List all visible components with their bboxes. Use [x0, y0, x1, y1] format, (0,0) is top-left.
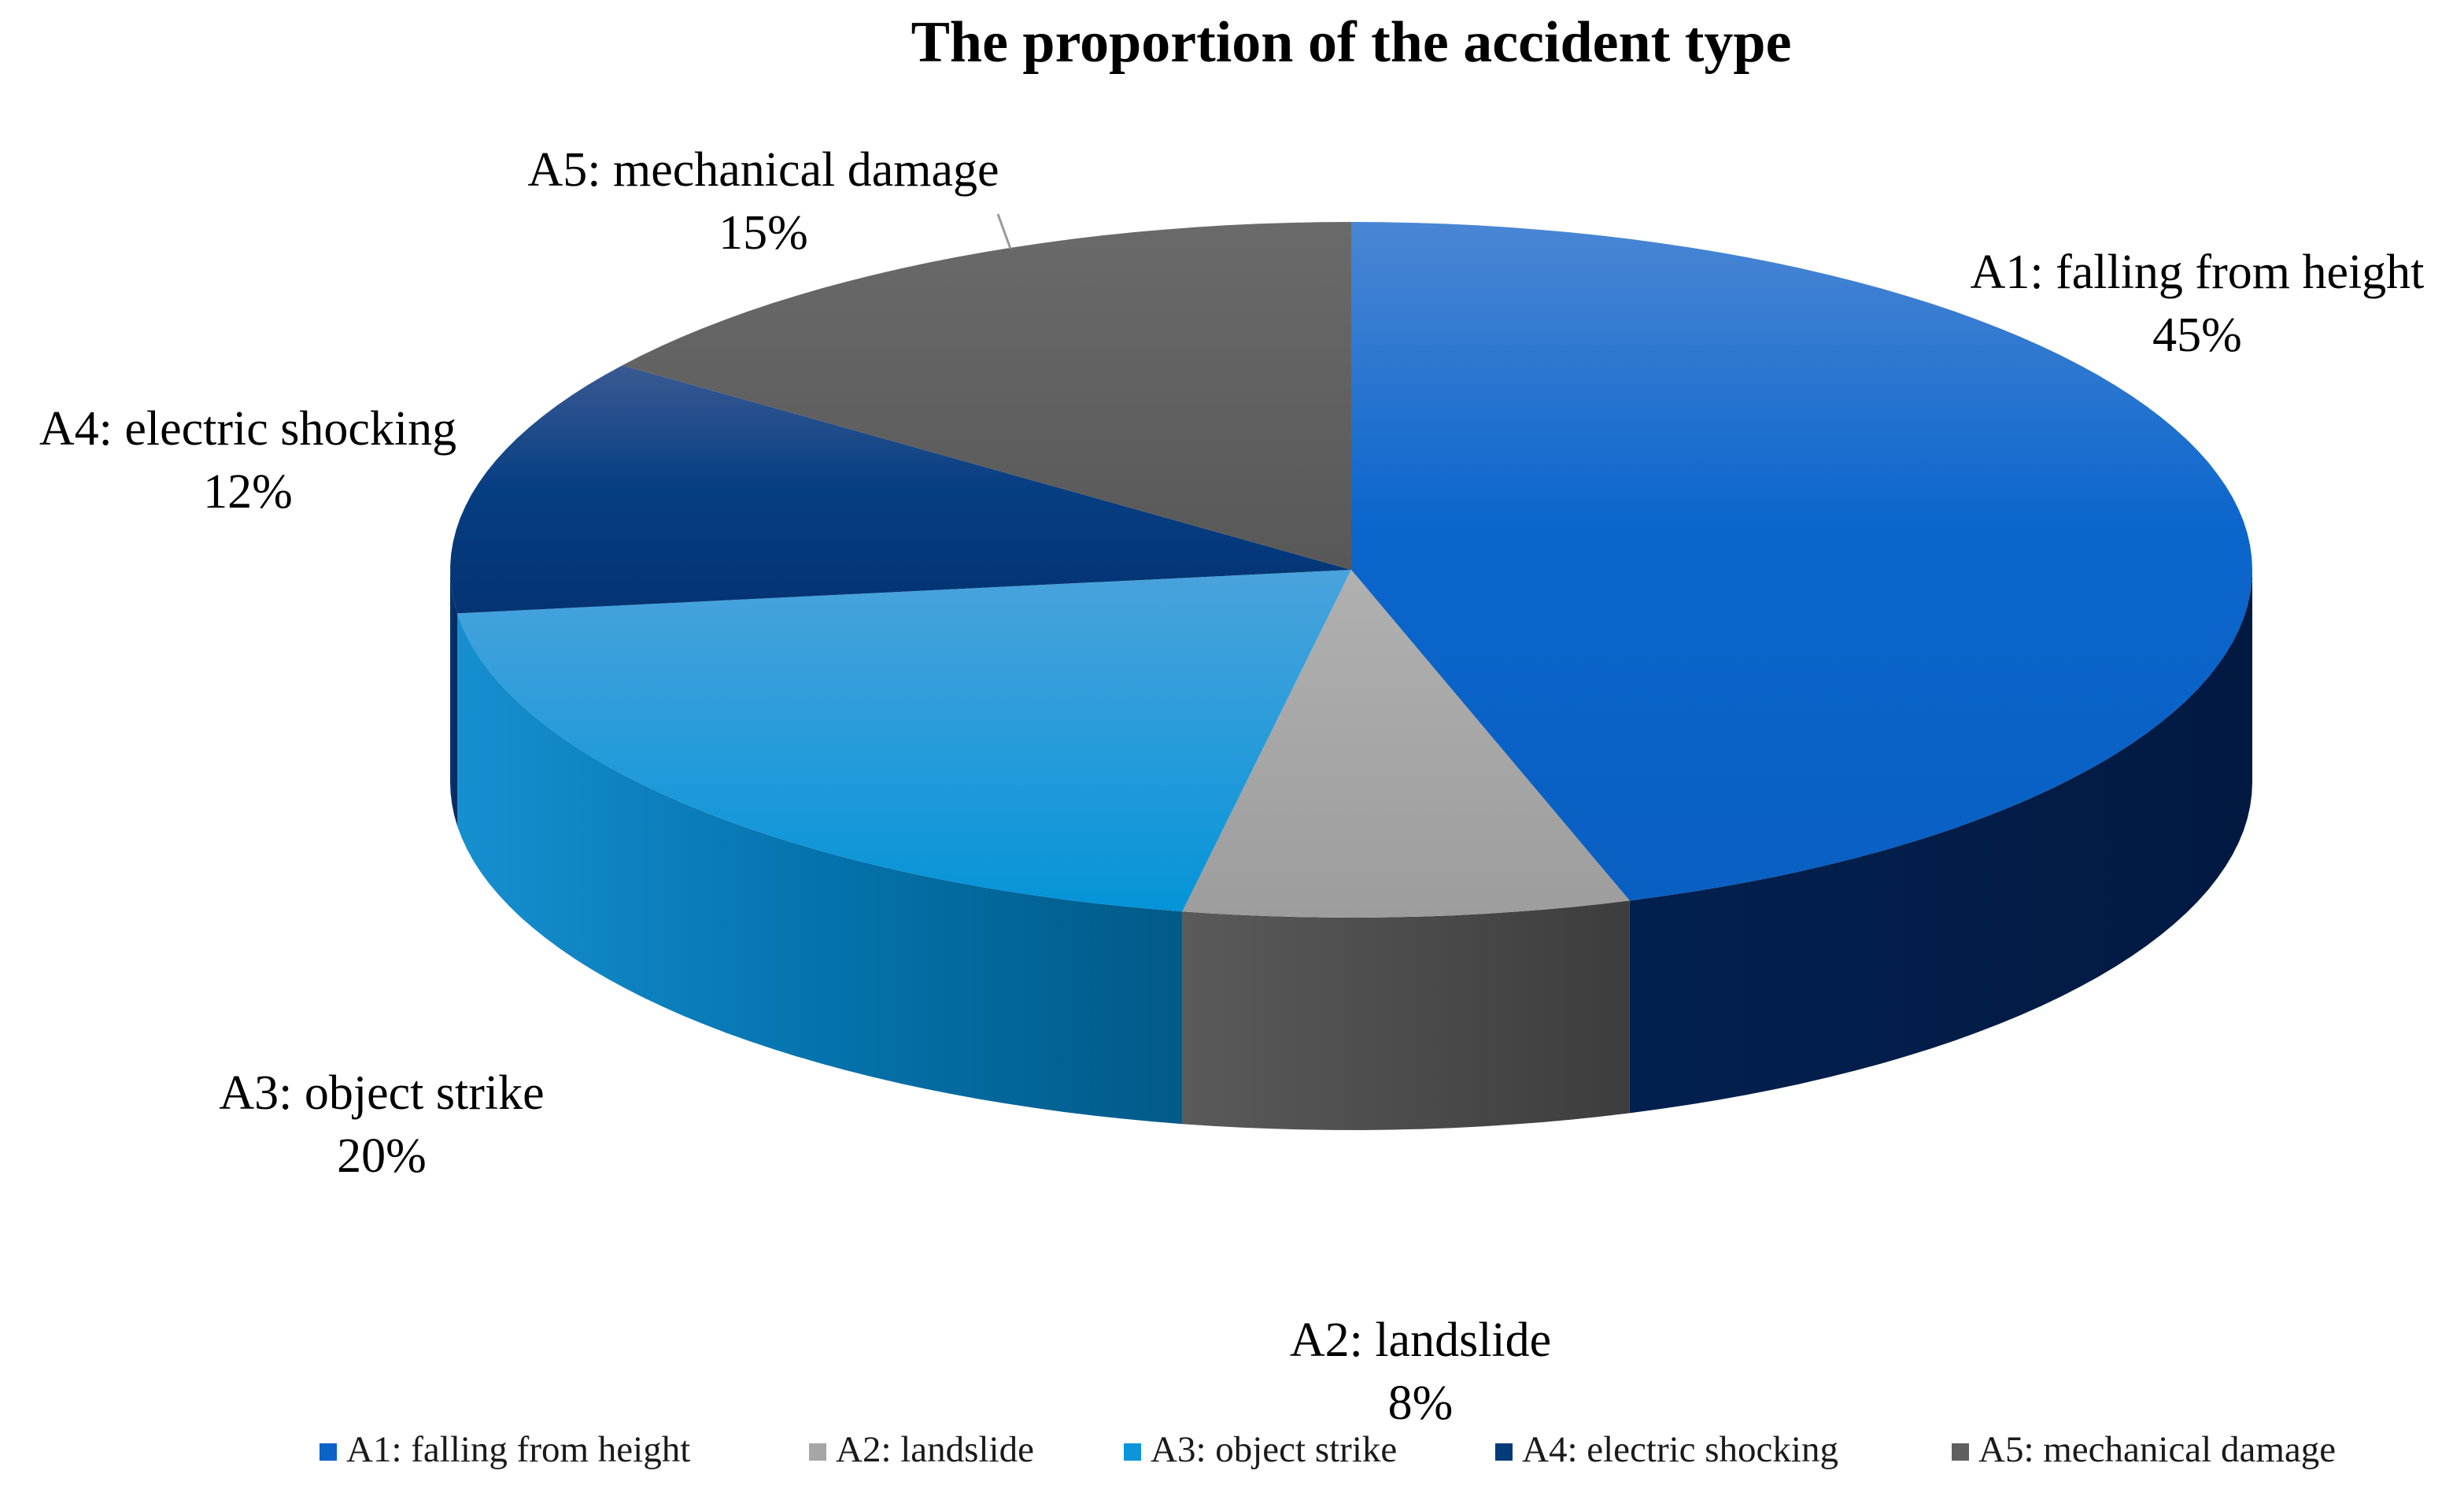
pie-slice-4 — [450, 365, 1351, 614]
legend-item-5: A5: mechanical damage — [1952, 1429, 2336, 1470]
legend-label: A3: object strike — [1151, 1429, 1397, 1470]
legend: A1: falling from height A2: landslide A3: … — [320, 1429, 2336, 1470]
legend-swatch — [1124, 1443, 1141, 1461]
data-label-3: A3: object strike 20% — [219, 1066, 544, 1183]
data-label-percent: 15% — [719, 206, 808, 260]
legend-swatch — [1495, 1443, 1513, 1461]
pie-side-2 — [1182, 900, 1630, 1130]
pie-slice-2 — [1182, 570, 1630, 918]
data-label-percent: 12% — [203, 465, 293, 519]
pie-side-1 — [1629, 570, 2252, 1114]
pie-slices — [450, 222, 2252, 918]
pie-side-3 — [457, 613, 1183, 1125]
legend-item-2: A2: landslide — [809, 1429, 1034, 1470]
legend-swatch — [320, 1443, 337, 1461]
data-label-5: A5: mechanical damage 15% — [527, 143, 999, 260]
data-label-category: A5: mechanical damage — [527, 143, 999, 197]
pie-slice-3 — [457, 570, 1351, 912]
pie-side-4 — [450, 570, 457, 826]
data-label-2: A2: landslide 8% — [1290, 1313, 1551, 1430]
leader-lines — [996, 213, 1012, 249]
pie-slice-1 — [1351, 222, 2252, 901]
data-label-category: A2: landslide — [1290, 1313, 1551, 1367]
legend-item-1: A1: falling from height — [320, 1429, 690, 1470]
data-label-category: A4: electric shocking — [39, 402, 456, 456]
pie-sides — [450, 570, 2252, 1130]
legend-swatch — [809, 1443, 826, 1461]
legend-item-4: A4: electric shocking — [1495, 1429, 1838, 1470]
legend-label: A5: mechanical damage — [1978, 1429, 2336, 1470]
pie-slice-5 — [622, 222, 1351, 570]
data-label-percent: 8% — [1388, 1376, 1454, 1430]
data-label-percent: 20% — [337, 1129, 427, 1183]
legend-label: A2: landslide — [836, 1429, 1034, 1470]
legend-label: A1: falling from height — [346, 1429, 690, 1470]
data-label-4: A4: electric shocking 12% — [39, 402, 456, 519]
data-label-percent: 45% — [2152, 308, 2242, 362]
legend-label: A4: electric shocking — [1522, 1429, 1838, 1470]
data-label-category: A1: falling from height — [1971, 246, 2425, 299]
data-label-category: A3: object strike — [219, 1066, 544, 1120]
chart-title: The proportion of the accident type — [911, 10, 1792, 75]
leader-line-a5 — [996, 213, 1012, 249]
data-label-1: A1: falling from height 45% — [1971, 246, 2425, 362]
legend-swatch — [1952, 1443, 1969, 1461]
data-labels: A1: falling from height 45% A2: landslide 8… — [39, 143, 2425, 1430]
legend-item-3: A3: object strike — [1124, 1429, 1397, 1470]
